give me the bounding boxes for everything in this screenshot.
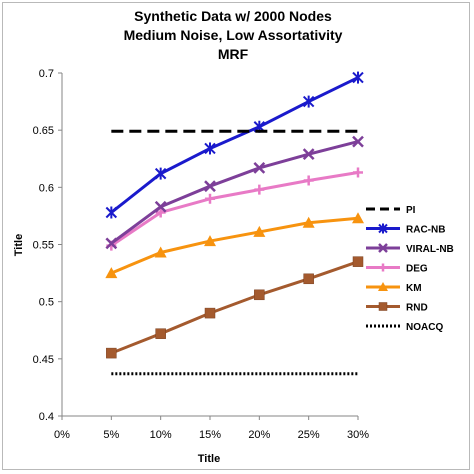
y-tick-label: 0.65 xyxy=(33,125,54,137)
data-point-triangle xyxy=(204,235,216,247)
data-point-square xyxy=(378,302,388,311)
x-tick-label: 0% xyxy=(54,429,70,441)
series-rnd xyxy=(106,256,364,359)
data-point-star xyxy=(352,71,364,84)
data-point-x xyxy=(352,135,364,148)
data-point-triangle xyxy=(105,267,118,279)
series-rac-nb xyxy=(105,71,364,219)
y-tick-label: 0.55 xyxy=(33,240,54,252)
legend-item-rnd: RND xyxy=(366,302,428,314)
x-tick-label: 25% xyxy=(298,429,320,441)
chart-title-line-3: MRF xyxy=(218,46,249,62)
data-point-star xyxy=(204,142,216,155)
data-point-x xyxy=(204,180,216,193)
axes: 0.4 0.45 0.5 0.55 0.6 0.65 0.7 0% 5% 10% 15% 20% 25%… xyxy=(33,68,370,441)
series-layer xyxy=(105,71,364,376)
data-point-square xyxy=(204,307,216,319)
data-point-triangle xyxy=(154,246,167,258)
y-axis-label: Title xyxy=(13,234,25,256)
data-point-x xyxy=(154,200,167,213)
data-point-star xyxy=(105,206,118,219)
data-point-square xyxy=(106,347,117,359)
data-point-triangle xyxy=(253,225,266,237)
legend-item-km: KM xyxy=(366,282,422,294)
data-point-square xyxy=(155,328,166,339)
data-point-triangle xyxy=(378,282,388,291)
y-tick-label: 0.45 xyxy=(33,354,54,366)
legend-label: NOACQ xyxy=(406,322,443,333)
data-point-x xyxy=(378,243,388,253)
legend: PI RAC-NB VIRAL-NB DEG KM RND NOACQ xyxy=(366,205,454,333)
data-point-x xyxy=(253,162,266,174)
legend-item-deg: DEG xyxy=(366,263,428,275)
series-line-rac-nb xyxy=(110,76,359,214)
legend-label: DEG xyxy=(406,264,428,275)
x-axis-label: Title xyxy=(198,453,220,465)
y-tick-label: 0.7 xyxy=(39,68,54,80)
legend-item-rac-nb: RAC-NB xyxy=(366,223,445,236)
series-line-km xyxy=(110,216,359,275)
y-tick-label: 0.4 xyxy=(39,411,54,423)
data-point-plus xyxy=(303,175,314,186)
x-tick-label: 20% xyxy=(248,429,270,441)
data-point-x xyxy=(105,237,118,250)
x-tick-label: 5% xyxy=(103,429,119,441)
x-tick-label: 15% xyxy=(199,429,221,441)
series-line-deg xyxy=(110,170,359,247)
legend-label: PI xyxy=(406,205,416,216)
legend-label: RND xyxy=(406,303,428,314)
data-point-star xyxy=(154,167,167,180)
legend-label: KM xyxy=(406,283,422,294)
legend-label: VIRAL-NB xyxy=(406,244,454,255)
series-viral-nb xyxy=(105,135,364,250)
legend-item-noacq: NOACQ xyxy=(366,322,443,333)
data-point-triangle xyxy=(352,212,364,224)
data-point-square xyxy=(303,273,314,285)
data-point-star xyxy=(378,223,388,234)
chart-title-line-1: Synthetic Data w/ 2000 Nodes xyxy=(134,8,332,24)
x-tick-label: 10% xyxy=(150,429,172,441)
y-tick-label: 0.6 xyxy=(39,182,54,194)
chart-title: Synthetic Data w/ 2000 Nodes Medium Nois… xyxy=(124,8,343,62)
data-point-plus xyxy=(379,263,387,272)
series-deg xyxy=(106,167,363,251)
data-point-x xyxy=(302,148,315,161)
data-point-plus xyxy=(205,193,215,204)
data-point-plus xyxy=(353,167,363,178)
y-tick-label: 0.5 xyxy=(39,297,54,309)
data-point-square xyxy=(254,289,265,301)
legend-item-pi: PI xyxy=(366,205,416,216)
data-point-square xyxy=(352,256,364,267)
legend-label: RAC-NB xyxy=(406,225,445,236)
series-line-rnd xyxy=(110,260,359,355)
data-point-triangle xyxy=(302,216,315,228)
series-line-viral-nb xyxy=(110,140,359,245)
series-km xyxy=(105,212,364,279)
x-tick-label: 30% xyxy=(347,429,369,441)
legend-item-viral-nb: VIRAL-NB xyxy=(366,243,454,255)
data-point-plus xyxy=(155,207,166,218)
data-point-plus xyxy=(254,184,265,195)
chart-title-line-2: Medium Noise, Low Assortativity xyxy=(124,27,343,43)
data-point-star xyxy=(302,95,315,108)
